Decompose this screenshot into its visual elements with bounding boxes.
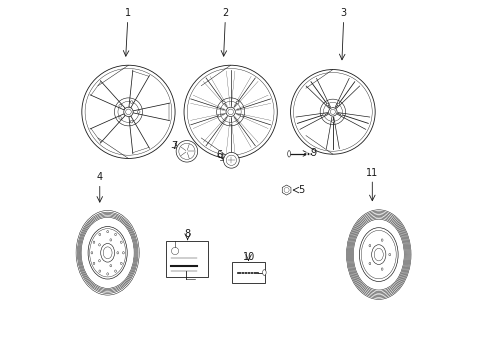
Circle shape [337,103,340,105]
Ellipse shape [110,239,112,241]
Ellipse shape [389,253,391,256]
Circle shape [119,104,122,107]
Ellipse shape [93,241,95,243]
Circle shape [119,117,122,119]
Ellipse shape [369,244,371,247]
Ellipse shape [359,228,398,282]
Text: 10: 10 [243,252,255,262]
Circle shape [137,111,140,113]
Ellipse shape [88,226,127,279]
Circle shape [130,120,133,123]
Circle shape [332,120,334,122]
Circle shape [124,107,133,117]
Ellipse shape [107,273,108,275]
Ellipse shape [110,265,112,267]
Text: 8: 8 [185,229,191,239]
Text: 9: 9 [310,148,316,158]
Text: 4: 4 [97,172,103,182]
Bar [232,262,265,283]
Ellipse shape [107,230,108,233]
Text: 3: 3 [341,8,347,18]
Ellipse shape [288,150,291,157]
Ellipse shape [99,270,100,272]
Ellipse shape [381,239,383,241]
Circle shape [172,247,179,255]
Ellipse shape [263,270,266,275]
Ellipse shape [98,260,100,262]
Circle shape [184,65,277,158]
Text: 1: 1 [124,8,131,18]
Ellipse shape [371,245,386,265]
Circle shape [326,103,329,105]
Ellipse shape [121,241,122,243]
Circle shape [229,122,232,125]
Ellipse shape [98,244,100,246]
Circle shape [176,140,197,162]
Ellipse shape [93,262,95,265]
Text: 6: 6 [216,150,222,160]
Ellipse shape [121,262,122,265]
Circle shape [291,69,375,154]
Bar [166,241,208,277]
Text: 2: 2 [222,8,228,18]
Circle shape [341,113,343,116]
Ellipse shape [369,262,371,265]
Ellipse shape [117,252,119,254]
Text: 11: 11 [366,168,378,178]
Ellipse shape [101,243,115,262]
Circle shape [226,107,235,117]
Ellipse shape [122,252,124,254]
Circle shape [236,101,239,104]
Circle shape [130,101,133,103]
Circle shape [222,101,225,104]
Circle shape [82,65,175,158]
Circle shape [329,108,337,116]
Text: 7: 7 [171,141,177,151]
Text: 5: 5 [298,185,304,195]
Polygon shape [282,185,291,195]
Ellipse shape [115,233,117,236]
Circle shape [323,113,325,116]
Circle shape [241,114,243,117]
Circle shape [218,114,221,117]
Ellipse shape [115,270,117,272]
Ellipse shape [99,233,100,236]
Ellipse shape [381,268,383,270]
Circle shape [223,152,239,168]
Ellipse shape [91,252,93,254]
